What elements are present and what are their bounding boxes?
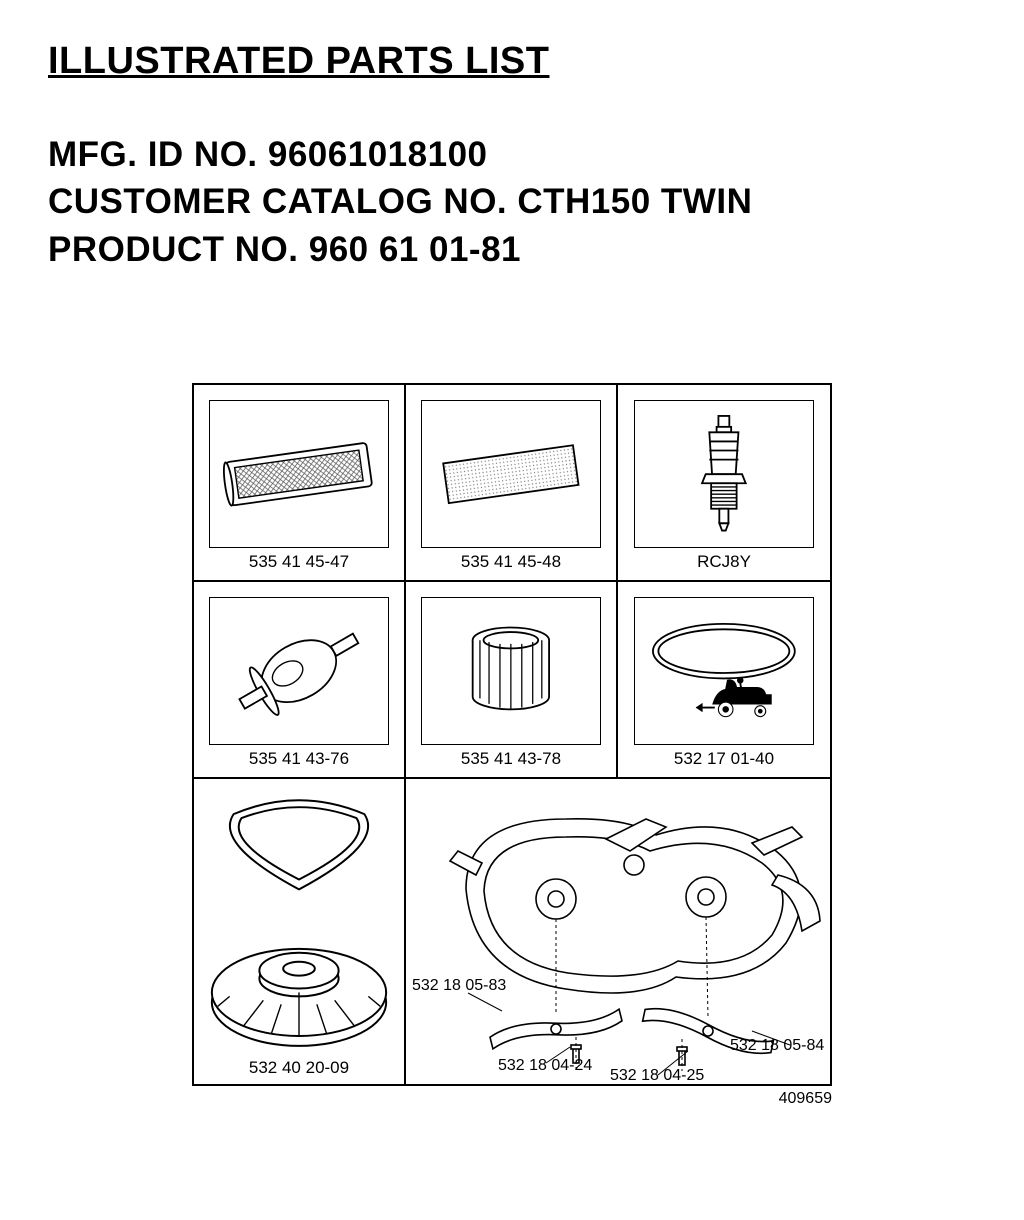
deck-label-d: 532 18 05-84 <box>730 1037 824 1055</box>
cell-fuel-filter: 535 41 43-76 <box>194 582 406 777</box>
fuel-filter-label: 535 41 43-76 <box>249 749 349 777</box>
page-title: ILLUSTRATED PARTS LIST <box>48 40 976 83</box>
cell-oil-filter: 535 41 43-78 <box>406 582 618 777</box>
figure-row-2: 535 41 43-76 <box>194 582 830 779</box>
mfg-id-line: MFG. ID NO. 96061018100 <box>48 131 976 178</box>
figure-row-3: 532 40 20-09 <box>194 779 830 1084</box>
pre-filter-label: 535 41 45-48 <box>461 552 561 580</box>
deck-label-b: 532 18 04-24 <box>498 1057 592 1075</box>
product-no-line: PRODUCT NO. 960 61 01-81 <box>48 226 976 273</box>
figure-row-1: 535 41 45-47 535 <box>194 385 830 582</box>
cell-pre-filter: 535 41 45-48 <box>406 385 618 580</box>
spark-plug-icon <box>634 400 814 548</box>
cell-belt-pulley: 532 40 20-09 <box>194 779 406 1084</box>
air-filter-icon <box>209 400 389 548</box>
cell-drive-belt: 532 17 01-40 <box>618 582 830 777</box>
cell-mower-deck: 532 18 05-83 532 18 04-24 532 18 04-25 5… <box>406 779 830 1084</box>
pre-filter-icon <box>421 400 601 548</box>
spark-plug-label: RCJ8Y <box>697 552 751 580</box>
fuel-filter-icon <box>209 597 389 745</box>
drive-belt-icon <box>634 597 814 745</box>
catalog-line: CUSTOMER CATALOG NO. CTH150 TWIN <box>48 178 976 225</box>
belt-pulley-label: 532 40 20-09 <box>194 1058 404 1078</box>
oil-filter-icon <box>421 597 601 745</box>
deck-label-c: 532 18 04-25 <box>610 1067 704 1085</box>
oil-filter-label: 535 41 43-78 <box>461 749 561 777</box>
deck-label-a: 532 18 05-83 <box>412 977 506 995</box>
belt-pulley-icon <box>194 779 404 1084</box>
drive-belt-label: 532 17 01-40 <box>674 749 774 777</box>
cell-spark-plug: RCJ8Y <box>618 385 830 580</box>
meta-block: MFG. ID NO. 96061018100 CUSTOMER CATALOG… <box>48 131 976 273</box>
document-number: 409659 <box>779 1090 832 1108</box>
cell-air-filter: 535 41 45-47 <box>194 385 406 580</box>
mower-deck-diagram: 532 18 05-83 532 18 04-24 532 18 04-25 5… <box>406 779 830 1084</box>
air-filter-label: 535 41 45-47 <box>249 552 349 580</box>
parts-figure: 535 41 45-47 535 <box>192 383 832 1086</box>
